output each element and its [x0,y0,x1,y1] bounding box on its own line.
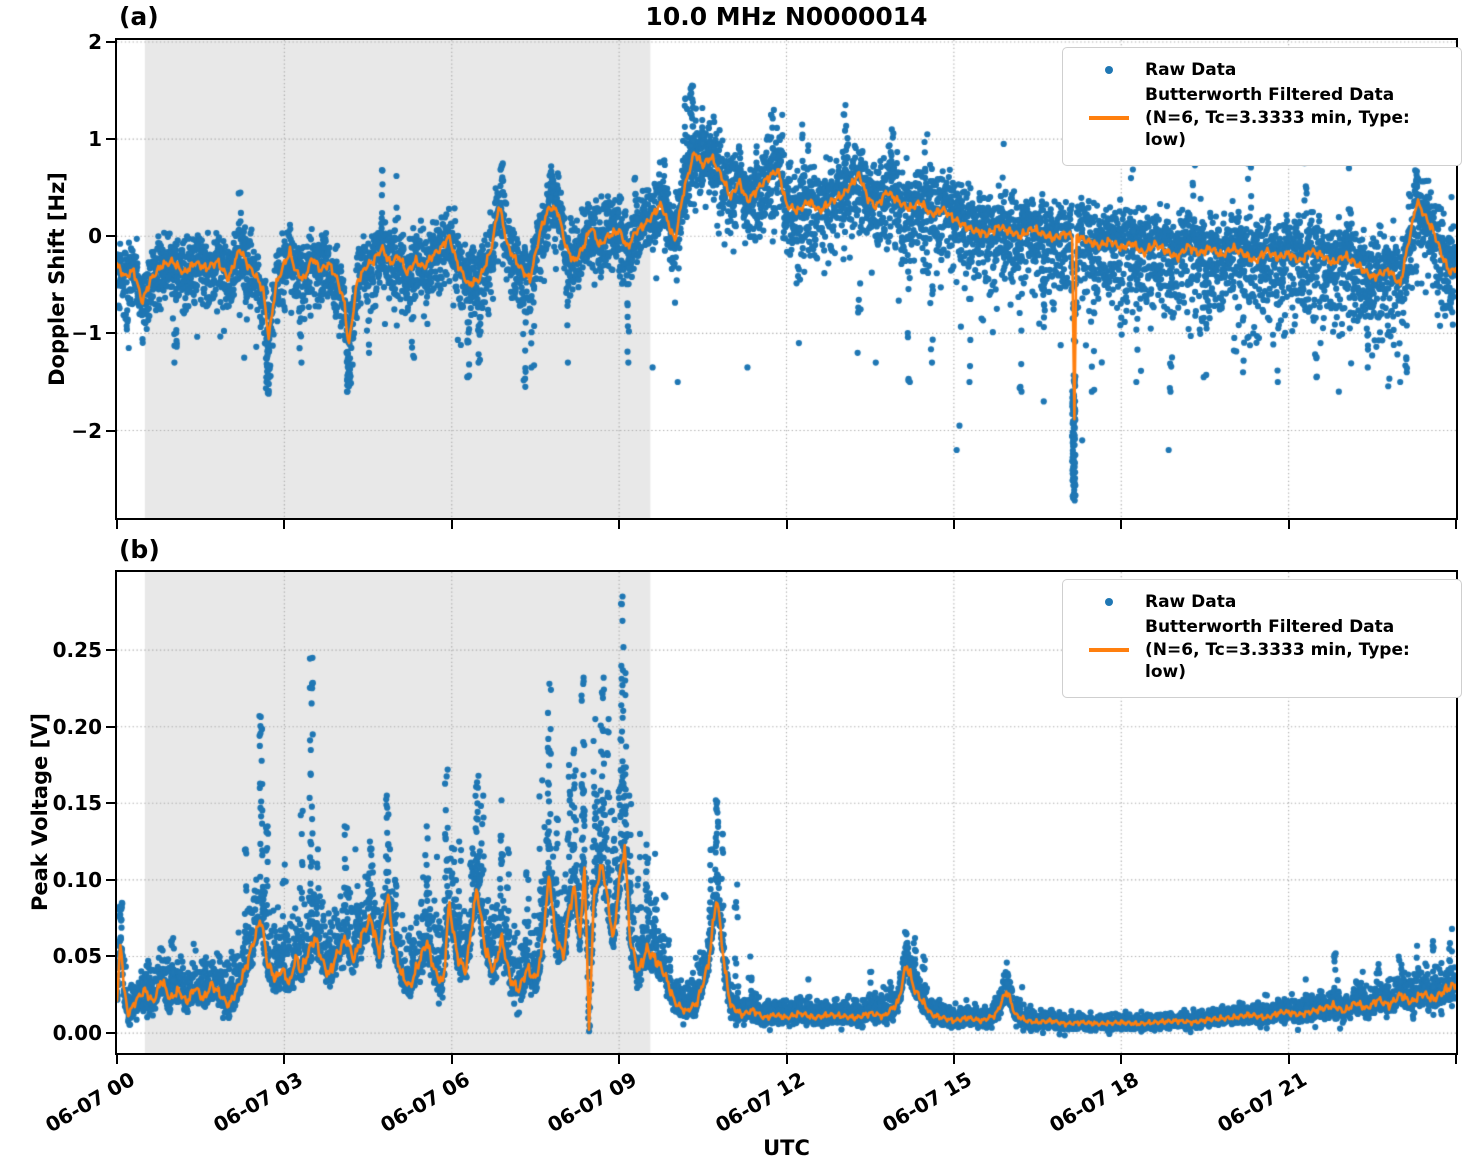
filtered-line-marker-icon [1089,116,1129,121]
y-tick-label: 2 [88,29,102,54]
y-axis-label-doppler: Doppler Shift [Hz] [45,172,69,386]
y-tick-mark [106,138,115,141]
legend-panel-a: Raw Data Butterworth Filtered Data (N=6,… [1062,47,1462,166]
y-tick-label: 0.10 [52,867,102,892]
legend-panel-b: Raw Data Butterworth Filtered Data (N=6,… [1062,579,1462,698]
x-tick-mark [1455,1055,1457,1064]
y-tick-mark [106,802,115,805]
legend-row-filtered: Butterworth Filtered Data (N=6, Tc=3.333… [1073,84,1445,151]
legend-raw-label: Raw Data [1145,592,1237,612]
y-tick-label: −2 [71,418,102,443]
raw-data-marker-icon [1105,598,1113,607]
y-tick-mark [106,725,115,728]
y-tick-mark [106,955,115,958]
legend-row-raw: Raw Data [1073,59,1445,81]
raw-data-marker-icon [1105,66,1113,75]
x-tick-label: 06-07 21 [1213,1067,1311,1138]
legend-filtered-label: Butterworth Filtered Data (N=6, Tc=3.333… [1145,84,1445,151]
legend-filtered-line1: Butterworth Filtered Data [1145,617,1395,638]
x-tick-mark [283,520,286,529]
y-tick-mark [106,878,115,881]
y-tick-label: −1 [71,321,102,346]
y-tick-label: 1 [88,127,102,152]
y-tick-label: 0.15 [52,791,102,816]
y-tick-label: 0.25 [52,638,102,663]
legend-filtered-line1: Butterworth Filtered Data [1145,85,1395,106]
legend-filtered-line2: (N=6, Tc=3.3333 min, Type: low) [1145,639,1410,683]
x-tick-label: 06-07 12 [710,1067,809,1138]
x-tick-mark [450,1055,453,1064]
x-tick-mark [1120,520,1123,529]
y-tick-mark [106,649,115,652]
legend-raw-label: Raw Data [1145,60,1237,80]
y-tick-mark [106,429,115,432]
x-tick-label: 06-07 09 [543,1067,642,1138]
x-tick-mark [618,520,621,529]
x-tick-label: 06-07 00 [41,1067,139,1138]
x-tick-mark [116,1055,118,1064]
y-tick-mark [106,332,115,335]
x-tick-label: 06-07 18 [1045,1067,1144,1138]
x-tick-mark [283,1055,286,1064]
x-tick-mark [450,520,453,529]
x-tick-mark [952,1055,955,1064]
panel-a-tag: (a) [119,2,159,31]
y-tick-label: 0.20 [52,714,102,739]
legend-filtered-label: Butterworth Filtered Data (N=6, Tc=3.333… [1145,616,1445,683]
x-tick-mark [1287,520,1290,529]
y-tick-label: 0.00 [52,1021,102,1046]
x-tick-mark [952,520,955,529]
x-tick-mark [1120,1055,1123,1064]
x-tick-mark [1287,1055,1290,1064]
y-tick-mark [106,40,115,43]
figure-title: 10.0 MHz N0000014 [645,2,928,31]
y-tick-mark [106,1032,115,1035]
x-tick-label: 06-07 06 [376,1067,474,1138]
panel-b-tag: (b) [119,535,160,564]
x-tick-mark [618,1055,621,1064]
y-tick-label: 0 [88,224,102,249]
x-tick-mark [785,1055,788,1064]
x-tick-label: 06-07 03 [208,1067,307,1138]
x-axis-label: UTC [763,1136,810,1160]
filtered-line-marker-icon [1089,648,1129,653]
legend-row-filtered: Butterworth Filtered Data (N=6, Tc=3.333… [1073,616,1445,683]
legend-row-raw: Raw Data [1073,591,1445,613]
x-tick-mark [1455,520,1457,529]
x-tick-label: 06-07 15 [878,1067,976,1138]
x-tick-mark [116,520,118,529]
y-tick-label: 0.05 [52,944,102,969]
y-tick-mark [106,235,115,238]
x-tick-mark [785,520,788,529]
legend-filtered-line2: (N=6, Tc=3.3333 min, Type: low) [1145,107,1410,151]
